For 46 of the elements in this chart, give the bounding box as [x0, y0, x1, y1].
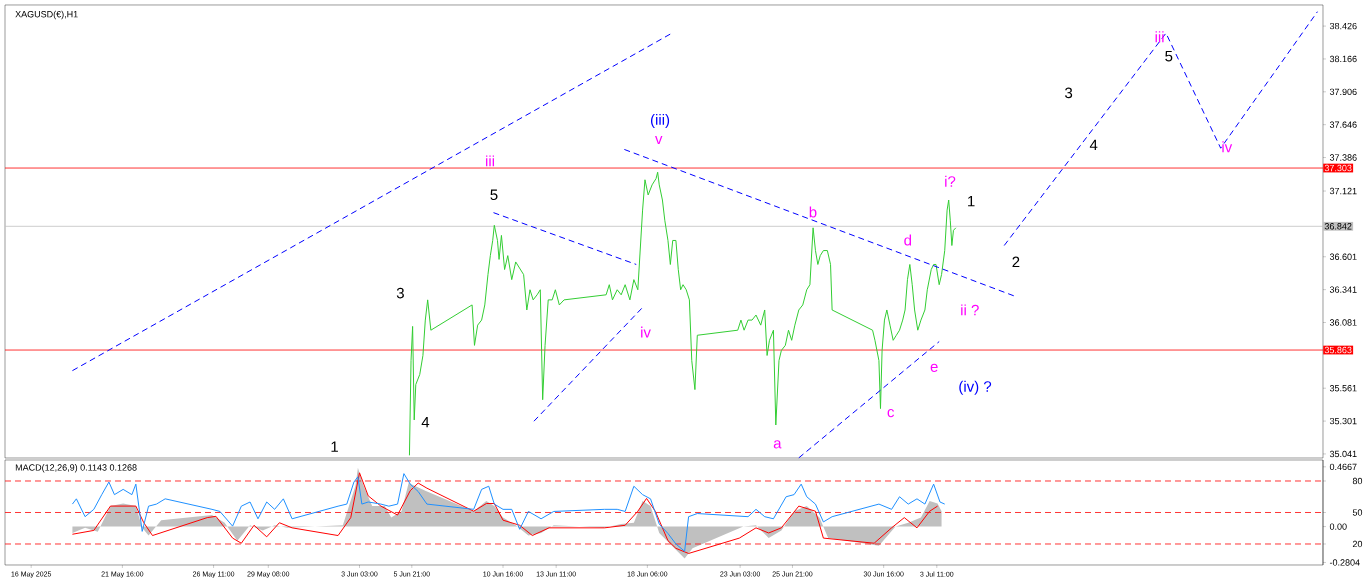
y-tick-label: 37.386 [1329, 154, 1357, 161]
annotation: 1 [968, 195, 975, 207]
y-tick-label: 38.426 [1329, 22, 1357, 30]
ref-line-label: 37.303 [1324, 164, 1352, 172]
text: XAGUSD(€),H1 [15, 10, 78, 20]
annotation: i? [945, 175, 956, 187]
annotation: 1 [331, 441, 338, 452]
annotation: e [930, 363, 938, 372]
annotation: 4 [1089, 139, 1098, 151]
annotation: b [809, 206, 817, 218]
y2-tick-label: 50 [1352, 509, 1363, 516]
annotation: 4 [421, 417, 430, 428]
annotation: iv [1222, 141, 1233, 153]
y-tick-label: 35.041 [1329, 450, 1357, 458]
y-tick-label: 37.121 [1329, 187, 1357, 195]
annotation: (iv) ? [959, 380, 992, 395]
y-tick-label: 38.166 [1329, 55, 1357, 63]
ref-line-label: 36.842 [1324, 223, 1352, 230]
annotation: v [655, 136, 663, 144]
annotation: iv [641, 326, 651, 338]
y2-tick-label: 80 [1352, 477, 1363, 485]
y-tick-label: 35.301 [1329, 417, 1357, 425]
annotation: 2 [1012, 256, 1020, 268]
annotation: 5 [1165, 50, 1173, 62]
y-tick-label: 37.646 [1329, 121, 1357, 128]
y-tick-label: 0.4667 [1329, 463, 1357, 471]
annotation: 3 [1065, 87, 1073, 99]
y-tick-label: -0.2804 [1329, 559, 1360, 566]
annotation: iii [1155, 31, 1164, 43]
y-tick-label: 36.601 [1329, 253, 1357, 260]
annotation: d [904, 234, 912, 246]
annotation: 3 [396, 287, 404, 299]
annotation: a [773, 440, 782, 449]
y-tick-label: 35.561 [1329, 385, 1357, 392]
annotation: ii ? [961, 304, 979, 316]
y-tick-label: 36.081 [1329, 319, 1357, 326]
y-tick-label: 36.341 [1329, 286, 1357, 293]
y2-tick-label: 20 [1352, 540, 1363, 548]
annotation: iii [486, 155, 495, 167]
annotation: 5 [490, 189, 498, 201]
y-tick-label: 0.00 [1329, 523, 1347, 530]
y-tick-label: 37.906 [1329, 88, 1357, 96]
annotation: (iii) [650, 113, 670, 128]
annotation: c [887, 409, 895, 418]
chart-title: MACD(12,26,9) 0.1143 0.1268 [15, 464, 137, 473]
ref-line-label: 35.863 [1324, 346, 1352, 354]
